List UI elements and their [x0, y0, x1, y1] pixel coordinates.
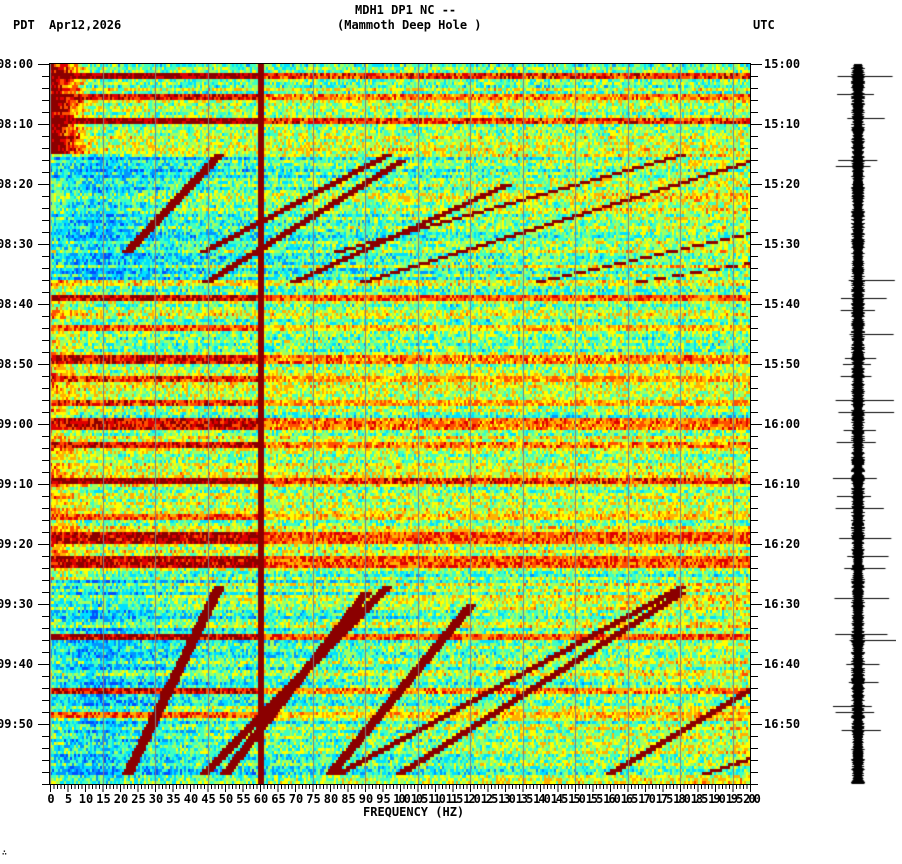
x-tick-label: 95 — [376, 792, 391, 806]
x-tick-label: 185 — [690, 792, 709, 806]
y-tick-label-right: 16:30 — [764, 597, 801, 611]
x-tick-label: 85 — [341, 792, 356, 806]
x-tick-label: 90 — [358, 792, 374, 806]
y-tick-label-left: 09:20 — [0, 537, 34, 551]
x-tick-label: 135 — [515, 792, 534, 806]
x-tick-label: 5 — [64, 792, 73, 806]
seismogram-trace — [832, 62, 896, 786]
y-tick-label-right: 16:00 — [764, 417, 801, 431]
x-tick-label: 130 — [498, 792, 516, 806]
x-tick-label: 65 — [271, 792, 286, 806]
x-tick-label: 175 — [655, 792, 674, 806]
x-tick-label: 70 — [288, 792, 304, 806]
x-tick-label: 35 — [166, 792, 181, 806]
x-tick-label: 170 — [638, 792, 656, 806]
y-tick-label-left: 08:40 — [0, 297, 34, 311]
y-tick-label-left: 08:30 — [0, 237, 34, 251]
x-tick-label: 110 — [428, 792, 446, 806]
x-tick-label: 20 — [113, 792, 129, 806]
x-tick-label: 50 — [218, 792, 234, 806]
y-tick-label-left: 08:00 — [0, 57, 34, 71]
x-tick-label: 195 — [725, 792, 744, 806]
y-tick-label-left: 09:10 — [0, 477, 34, 491]
date-label: Apr12,2026 — [49, 18, 122, 32]
y-tick-label-left: 09:40 — [0, 657, 34, 671]
y-tick-label-right: 15:00 — [764, 57, 801, 71]
x-tick-label: 30 — [148, 792, 164, 806]
corner-mark: ∴ — [2, 848, 7, 857]
y-tick-label-right: 16:50 — [764, 717, 801, 731]
y-tick-label-left: 09:00 — [0, 417, 34, 431]
x-tick-label: 120 — [463, 792, 481, 806]
y-tick-label-right: 16:40 — [764, 657, 801, 671]
y-tick-label-right: 16:20 — [764, 537, 801, 551]
y-tick-label-right: 15:10 — [764, 117, 801, 131]
y-tick-label-right: 15:50 — [764, 357, 801, 371]
x-tick-label: 40 — [183, 792, 199, 806]
x-tick-label: 25 — [131, 792, 146, 806]
x-tick-label: 0 — [47, 792, 55, 806]
y-tick-label-left: 09:30 — [0, 597, 34, 611]
x-tick-label: 55 — [236, 792, 251, 806]
x-tick-label: 155 — [585, 792, 604, 806]
x-tick-label: 100 — [393, 792, 411, 806]
spectrogram-canvas — [50, 64, 750, 784]
timezone-right-label: UTC — [753, 18, 775, 32]
x-tick-label: 165 — [620, 792, 639, 806]
x-tick-label: 45 — [201, 792, 216, 806]
x-tick-label: 15 — [96, 792, 111, 806]
x-tick-label: 75 — [306, 792, 321, 806]
x-tick-label: 115 — [445, 792, 464, 806]
y-tick-label-left: 08:10 — [0, 117, 34, 131]
x-tick-label: 150 — [568, 792, 586, 806]
y-tick-label-right: 15:20 — [764, 177, 801, 191]
spectrogram-plot — [49, 63, 751, 785]
x-tick-label: 140 — [533, 792, 551, 806]
y-tick-label-left: 09:50 — [0, 717, 34, 731]
x-tick-label: 190 — [708, 792, 726, 806]
x-tick-label: 60 — [253, 792, 269, 806]
x-axis-title: FREQUENCY (HZ) — [363, 805, 465, 819]
y-tick-label-right: 16:10 — [764, 477, 801, 491]
x-tick-label: 125 — [480, 792, 499, 806]
chart-title: MDH1 DP1 NC -- — [355, 3, 457, 17]
y-tick-label-right: 15:40 — [764, 297, 801, 311]
y-tick-label-right: 15:30 — [764, 237, 801, 251]
x-tick-label: 160 — [603, 792, 621, 806]
x-tick-label: 105 — [410, 792, 429, 806]
station-name: (Mammoth Deep Hole ) — [337, 18, 482, 32]
x-tick-label: 180 — [673, 792, 691, 806]
x-tick-label: 80 — [323, 792, 339, 806]
x-tick-label: 200 — [743, 792, 761, 806]
x-tick-label: 10 — [78, 792, 94, 806]
y-tick-label-left: 08:20 — [0, 177, 34, 191]
x-tick-label: 145 — [550, 792, 569, 806]
y-tick-label-left: 08:50 — [0, 357, 34, 371]
timezone-left-label: PDT — [13, 18, 35, 32]
